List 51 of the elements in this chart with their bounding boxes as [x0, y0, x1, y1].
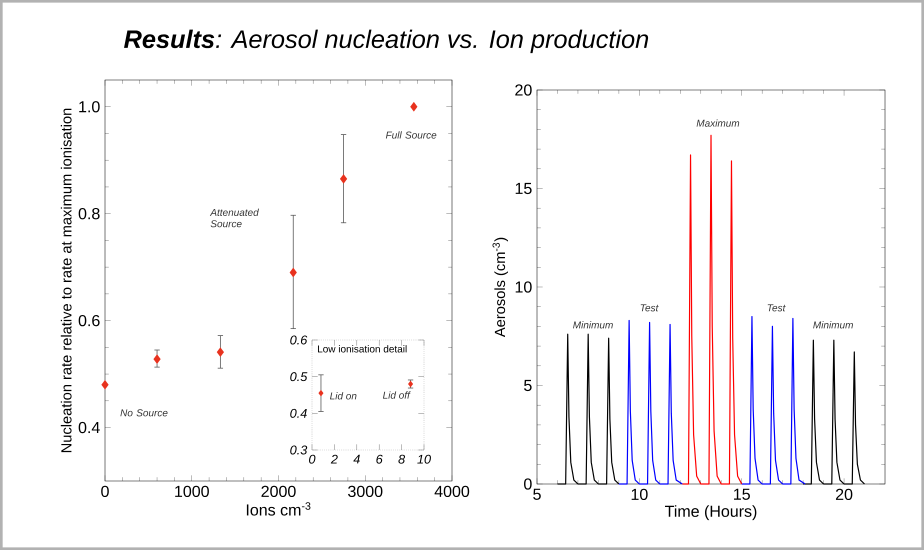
y-tick-label: 0.4: [78, 422, 100, 434]
point: [410, 102, 418, 112]
point: [153, 354, 161, 364]
x-tick-label: 20: [836, 488, 852, 500]
y-tick-label: 10: [516, 281, 532, 293]
annotation: Maximum: [696, 119, 740, 127]
y-tick-label: 15: [516, 182, 532, 194]
point: [340, 174, 348, 184]
y-axis-title: Nucleation rate relative to rate at maximum ionisation: [60, 108, 72, 452]
y-tick-label: 0.8: [78, 208, 100, 220]
annotation: Lid on: [330, 392, 356, 400]
point: [101, 380, 109, 390]
chart-title: Low ionisation detail: [318, 345, 407, 352]
x-tick-label: 5: [533, 488, 541, 500]
y-tick-label: 0.4: [290, 408, 307, 418]
y-tick-label: 1.0: [79, 101, 100, 112]
x-tick-label: 0: [101, 486, 109, 498]
x-tick-label: 1000: [175, 486, 209, 498]
point: [290, 268, 297, 278]
x-tick-label: 3000: [348, 486, 382, 498]
y-tick-label: 5: [524, 380, 532, 392]
y-tick-label: 0.6: [78, 314, 100, 326]
x-tick-label: 15: [734, 488, 750, 500]
annotation: Test: [640, 304, 659, 312]
x-tick-label: 2: [330, 454, 338, 464]
y-tick-label: 20: [515, 84, 532, 96]
x-tick-label: 6: [376, 454, 383, 464]
x-tick-label: 10: [417, 454, 431, 464]
annotation: Attenuated Source: [210, 208, 259, 228]
annotation: No Source: [120, 409, 168, 416]
x-tick-label: 2000: [262, 486, 296, 498]
annotation: Test: [768, 304, 786, 312]
x-tick-label: 4: [353, 454, 360, 464]
y-tick-label: 0.6: [290, 336, 308, 344]
x-tick-label: 10: [632, 488, 648, 500]
y-tick-label: 0.3: [290, 446, 308, 454]
chart-title: Results: Aerosol nucleation vs. Ion production: [124, 30, 648, 54]
annotation: Lid off: [382, 391, 411, 399]
y-axis-title: Aerosols (cm$^{-3}$): [492, 238, 508, 338]
x-axis-title: Ions cm$^{-3}$: [246, 502, 310, 516]
x-tick-label: 8: [398, 454, 406, 464]
point: [216, 347, 224, 357]
y-tick-label: 0.5: [290, 372, 308, 382]
x-tick-label: 4000: [434, 486, 470, 498]
annotation: Minimum: [813, 321, 853, 328]
x-axis-title: Time (Hours): [664, 505, 756, 520]
line-series: [682, 134, 742, 485]
x-tick-label: 0: [309, 454, 316, 464]
y-tick-label: 0: [524, 478, 532, 490]
annotation: Full Source: [386, 131, 436, 139]
annotation: Minimum: [573, 321, 613, 328]
